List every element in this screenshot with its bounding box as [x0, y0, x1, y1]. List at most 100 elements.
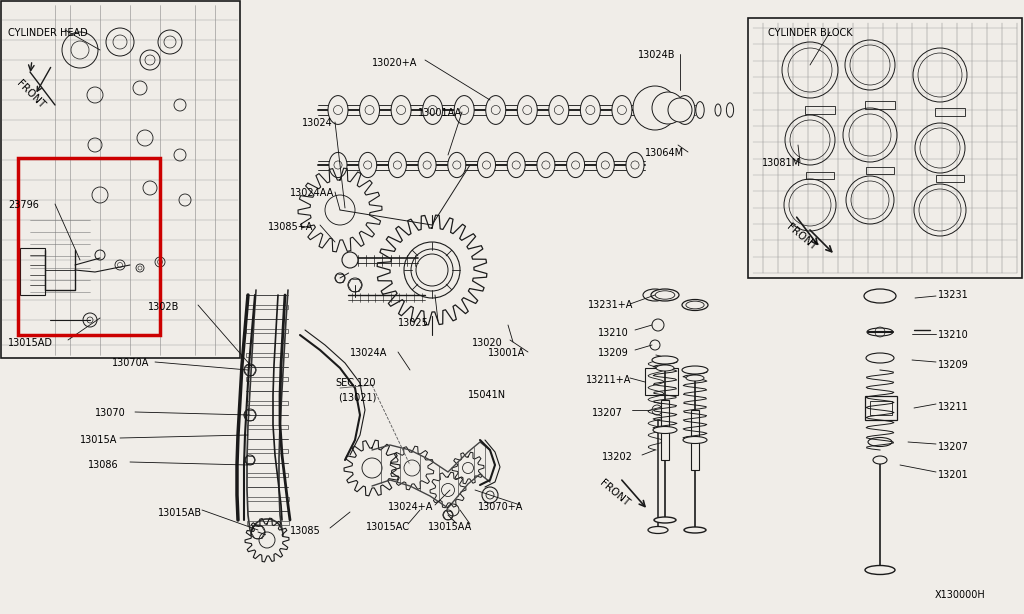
Circle shape	[334, 161, 342, 169]
Bar	[18, 158, 160, 335]
Bar	[806, 171, 834, 179]
Ellipse shape	[612, 96, 632, 125]
Circle shape	[492, 106, 501, 114]
Ellipse shape	[682, 300, 708, 311]
Ellipse shape	[391, 96, 411, 125]
Text: 13209: 13209	[938, 360, 969, 370]
Text: 13210: 13210	[938, 330, 969, 340]
Text: FRONT: FRONT	[15, 78, 47, 110]
Circle shape	[364, 161, 372, 169]
Text: X130000H: X130000H	[935, 590, 986, 600]
Text: 13231+A: 13231+A	[588, 300, 634, 310]
Ellipse shape	[867, 328, 893, 336]
Ellipse shape	[537, 152, 555, 177]
Bar	[1, 1, 240, 358]
Ellipse shape	[643, 96, 664, 125]
Text: 13202: 13202	[602, 452, 633, 462]
Bar	[247, 497, 289, 501]
Text: 13070: 13070	[95, 408, 126, 418]
Bar	[247, 473, 289, 477]
Circle shape	[681, 106, 689, 114]
Circle shape	[365, 106, 374, 114]
Text: 13070A: 13070A	[112, 358, 150, 368]
Text: (13021): (13021)	[338, 392, 377, 402]
Text: 13020: 13020	[472, 338, 503, 348]
Bar	[662, 400, 669, 460]
Ellipse shape	[581, 96, 600, 125]
Text: CYLINDER HEAD: CYLINDER HEAD	[8, 28, 88, 38]
Circle shape	[460, 106, 469, 114]
Text: 13015AC: 13015AC	[366, 522, 410, 532]
Bar	[865, 101, 895, 109]
Text: 13024: 13024	[302, 118, 333, 128]
Text: 13015AA: 13015AA	[428, 522, 472, 532]
Circle shape	[523, 106, 531, 114]
Text: 13025: 13025	[398, 318, 429, 328]
Ellipse shape	[418, 152, 436, 177]
Ellipse shape	[686, 375, 705, 381]
Circle shape	[571, 161, 580, 169]
Text: 13085+A: 13085+A	[268, 222, 313, 232]
Text: 13015A: 13015A	[80, 435, 118, 445]
Ellipse shape	[684, 527, 706, 533]
Text: 13207: 13207	[592, 408, 623, 418]
Text: 13024A: 13024A	[350, 348, 387, 358]
Ellipse shape	[656, 365, 674, 371]
Ellipse shape	[865, 565, 895, 575]
Circle shape	[617, 106, 627, 114]
Text: SEC.120: SEC.120	[335, 378, 376, 388]
Ellipse shape	[651, 289, 679, 301]
Circle shape	[652, 92, 684, 124]
Ellipse shape	[447, 152, 466, 177]
Bar	[246, 353, 288, 357]
Text: 13086: 13086	[88, 460, 119, 470]
Ellipse shape	[648, 526, 668, 534]
Ellipse shape	[715, 104, 721, 116]
Bar	[748, 18, 1022, 278]
Text: 13020+A: 13020+A	[372, 58, 418, 68]
Ellipse shape	[652, 356, 678, 364]
Text: 13081M: 13081M	[762, 158, 801, 168]
Ellipse shape	[517, 96, 538, 125]
Text: 13024AA: 13024AA	[290, 188, 334, 198]
Bar	[935, 108, 965, 116]
Circle shape	[652, 319, 664, 331]
Text: 15041N: 15041N	[468, 390, 506, 400]
Circle shape	[554, 106, 563, 114]
Circle shape	[631, 161, 639, 169]
Text: 13210: 13210	[598, 328, 629, 338]
Ellipse shape	[873, 456, 887, 464]
Text: CYLINDER BLOCK: CYLINDER BLOCK	[768, 28, 853, 38]
Ellipse shape	[507, 152, 525, 177]
Ellipse shape	[485, 96, 506, 125]
Ellipse shape	[667, 103, 674, 117]
Circle shape	[649, 106, 658, 114]
Text: 13209: 13209	[598, 348, 629, 358]
Ellipse shape	[653, 427, 677, 433]
Ellipse shape	[359, 96, 380, 125]
Circle shape	[601, 161, 609, 169]
Text: 13211+A: 13211+A	[586, 375, 632, 385]
Text: 13015AD: 13015AD	[8, 338, 53, 348]
Bar	[20, 248, 45, 295]
Circle shape	[668, 98, 692, 122]
Bar	[247, 401, 289, 405]
Circle shape	[633, 86, 677, 130]
Circle shape	[393, 161, 401, 169]
Text: FRONT: FRONT	[598, 478, 632, 508]
Ellipse shape	[549, 96, 568, 125]
Circle shape	[423, 161, 431, 169]
Ellipse shape	[866, 353, 894, 363]
Circle shape	[396, 106, 406, 114]
Text: 13015AB: 13015AB	[158, 508, 202, 518]
Bar	[866, 166, 894, 174]
Circle shape	[586, 106, 595, 114]
Ellipse shape	[328, 96, 348, 125]
Text: FRONT: FRONT	[785, 222, 818, 252]
Bar	[247, 521, 289, 525]
Text: 13024B: 13024B	[638, 50, 676, 60]
Ellipse shape	[566, 152, 585, 177]
Bar	[645, 368, 678, 395]
Text: 13201: 13201	[938, 470, 969, 480]
Bar	[865, 396, 897, 420]
